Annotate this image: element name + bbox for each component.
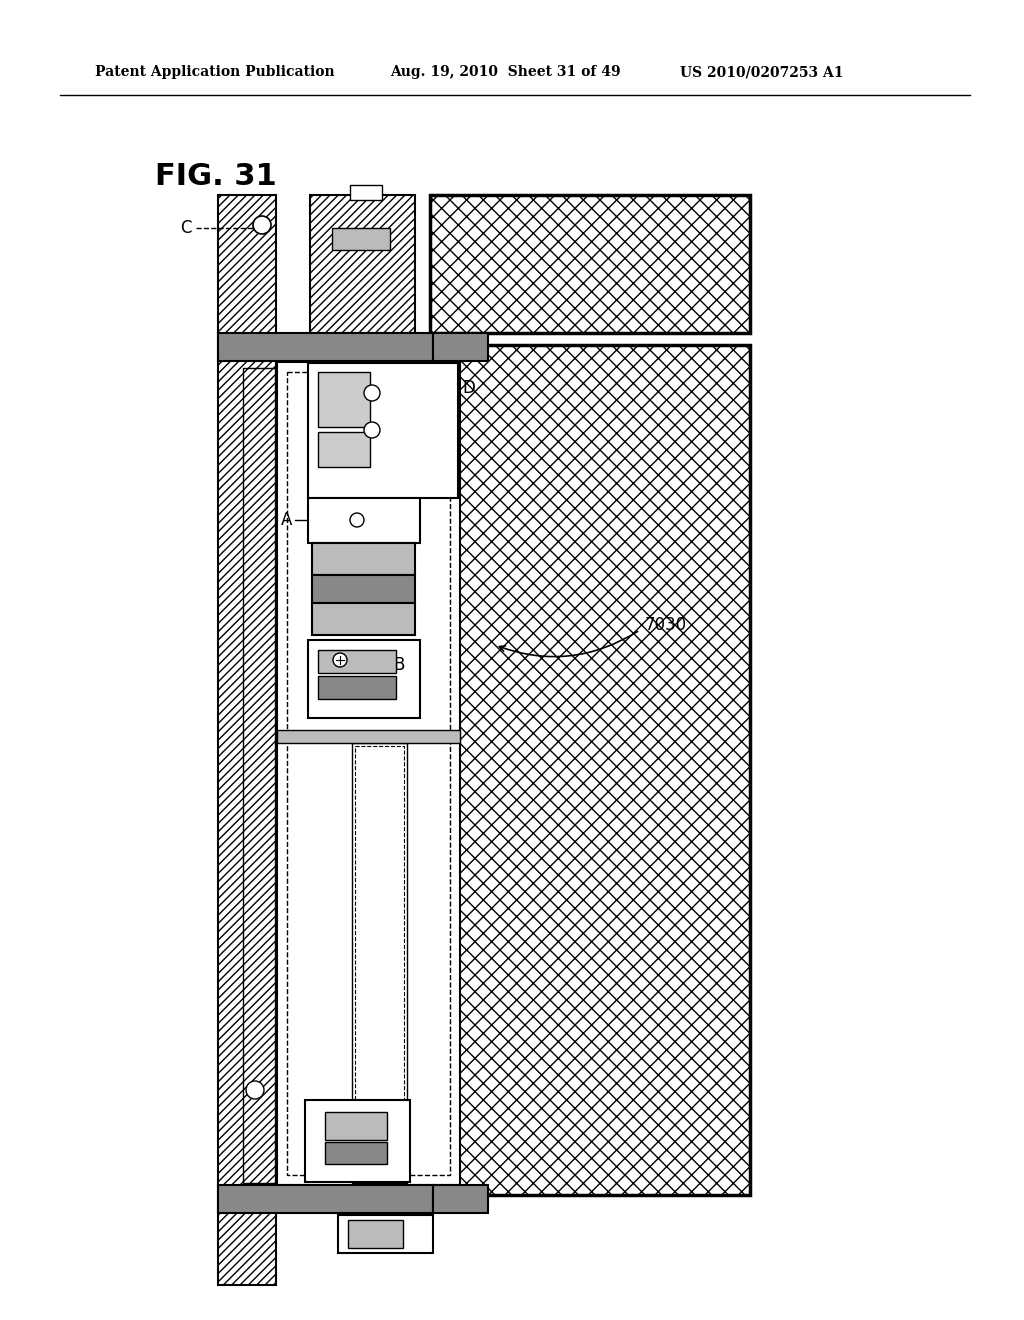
Bar	[318, 432, 370, 467]
Circle shape	[364, 385, 380, 401]
Bar	[308, 640, 420, 718]
Bar	[430, 345, 750, 1195]
Bar	[312, 576, 415, 603]
Bar	[348, 1220, 403, 1247]
Bar	[350, 185, 382, 201]
Bar	[318, 676, 396, 700]
Bar	[243, 368, 275, 1183]
Bar	[433, 333, 488, 360]
Bar	[305, 1100, 410, 1181]
Bar	[318, 649, 396, 673]
Bar	[430, 195, 750, 333]
Text: A: A	[281, 511, 292, 529]
Text: D: D	[462, 379, 475, 397]
Bar	[332, 228, 390, 249]
Bar	[218, 333, 433, 360]
Text: FIG. 31: FIG. 31	[155, 162, 276, 191]
Bar	[308, 498, 420, 543]
Bar	[433, 1185, 488, 1213]
Text: Aug. 19, 2010  Sheet 31 of 49: Aug. 19, 2010 Sheet 31 of 49	[390, 65, 621, 79]
Text: 7030: 7030	[645, 616, 687, 634]
Circle shape	[253, 216, 271, 234]
Bar	[310, 195, 415, 333]
Bar	[338, 1214, 433, 1253]
Bar	[308, 363, 458, 498]
Bar	[218, 1185, 433, 1213]
Circle shape	[350, 513, 364, 527]
Text: US 2010/0207253 A1: US 2010/0207253 A1	[680, 65, 844, 79]
Bar	[278, 730, 460, 743]
Bar	[312, 543, 415, 576]
Text: B: B	[393, 656, 404, 675]
Circle shape	[246, 1081, 264, 1100]
Bar	[318, 372, 370, 426]
Text: Patent Application Publication: Patent Application Publication	[95, 65, 335, 79]
Bar	[325, 1111, 387, 1140]
Bar	[325, 1142, 387, 1164]
Circle shape	[333, 653, 347, 667]
Bar	[218, 195, 276, 1284]
Bar	[312, 603, 415, 635]
Bar	[355, 746, 404, 1180]
Circle shape	[364, 422, 380, 438]
Bar	[287, 372, 450, 1175]
Text: C: C	[180, 219, 193, 238]
Bar	[278, 362, 460, 1185]
Bar	[352, 743, 407, 1183]
